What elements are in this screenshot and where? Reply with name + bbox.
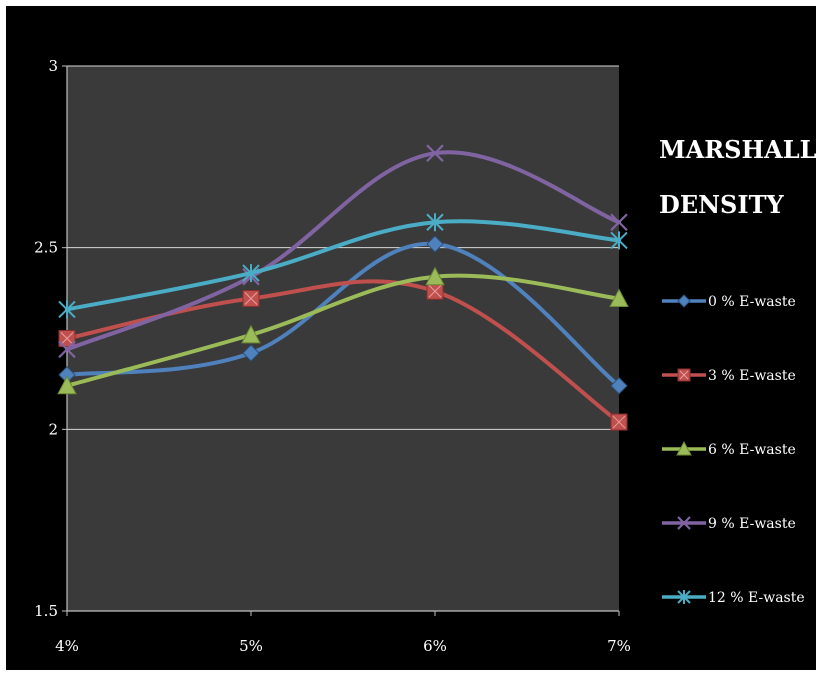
y-tick-label: 1.5 [34, 602, 58, 620]
legend-label: 9 % E-waste [708, 516, 796, 532]
series-2 [57, 266, 629, 395]
data-point [610, 213, 628, 232]
legend-marker [677, 368, 691, 382]
y-tick-label: 2 [48, 420, 58, 438]
legend-marker [677, 590, 691, 604]
data-point [58, 300, 76, 319]
series-line [65, 219, 621, 312]
data-point [610, 377, 628, 395]
series-line [65, 242, 621, 388]
y-tick-label: 3 [48, 57, 58, 75]
data-point [58, 340, 76, 359]
legend-label: 3 % E-waste [708, 368, 796, 384]
legend-label: 6 % E-waste [708, 442, 796, 458]
series-0 [58, 235, 628, 395]
x-tick-label: 5% [239, 637, 263, 655]
legend-marker [677, 516, 691, 530]
legend-item: 0 % E-waste [662, 294, 796, 310]
series-4 [58, 213, 628, 319]
data-point [57, 375, 77, 395]
data-point [242, 264, 260, 283]
data-point [426, 144, 444, 162]
y-tick-label: 2.5 [34, 239, 58, 257]
legend-marker [677, 294, 691, 308]
chart-title: MARSHALL DENSITY [659, 135, 816, 219]
chart-frame: 1.5 2 2.5 3 4% 5% 6% 7% MARSHALL DENSITY 0 % E-w… [6, 6, 816, 670]
legend-marker [676, 440, 692, 456]
x-tick-label: 4% [55, 637, 79, 655]
chart-title-line: MARSHALL [659, 135, 816, 164]
data-point [610, 231, 628, 250]
legend-item: 12 % E-waste [662, 590, 805, 606]
legend-item: 6 % E-waste [662, 440, 796, 458]
data-point [242, 344, 260, 362]
legend-label: 12 % E-waste [708, 590, 805, 606]
data-point [242, 290, 260, 308]
marshall-density-chart: 1.5 2 2.5 3 4% 5% 6% 7% MARSHALL DENSITY 0 % E-w… [34, 57, 816, 655]
data-point [425, 266, 445, 286]
data-point [426, 213, 444, 232]
legend-item: 9 % E-waste [662, 516, 796, 532]
data-point [241, 324, 261, 344]
legend-item: 3 % E-waste [662, 368, 796, 384]
data-point [426, 235, 444, 253]
legend: 0 % E-waste 3 % E-waste 6 % E-waste 9 % E-w… [662, 294, 805, 606]
plot-area [67, 66, 619, 611]
data-point [426, 282, 444, 300]
data-point [58, 330, 76, 347]
series-line [65, 273, 621, 388]
chart-title-line: DENSITY [659, 190, 784, 219]
data-point [610, 413, 628, 431]
x-tick-label: 7% [607, 637, 631, 655]
data-point [609, 288, 629, 308]
legend-label: 0 % E-waste [708, 294, 796, 310]
series-3 [58, 144, 628, 359]
series-line [65, 150, 621, 352]
x-tick-label: 6% [423, 637, 447, 655]
series-lines [57, 144, 629, 431]
